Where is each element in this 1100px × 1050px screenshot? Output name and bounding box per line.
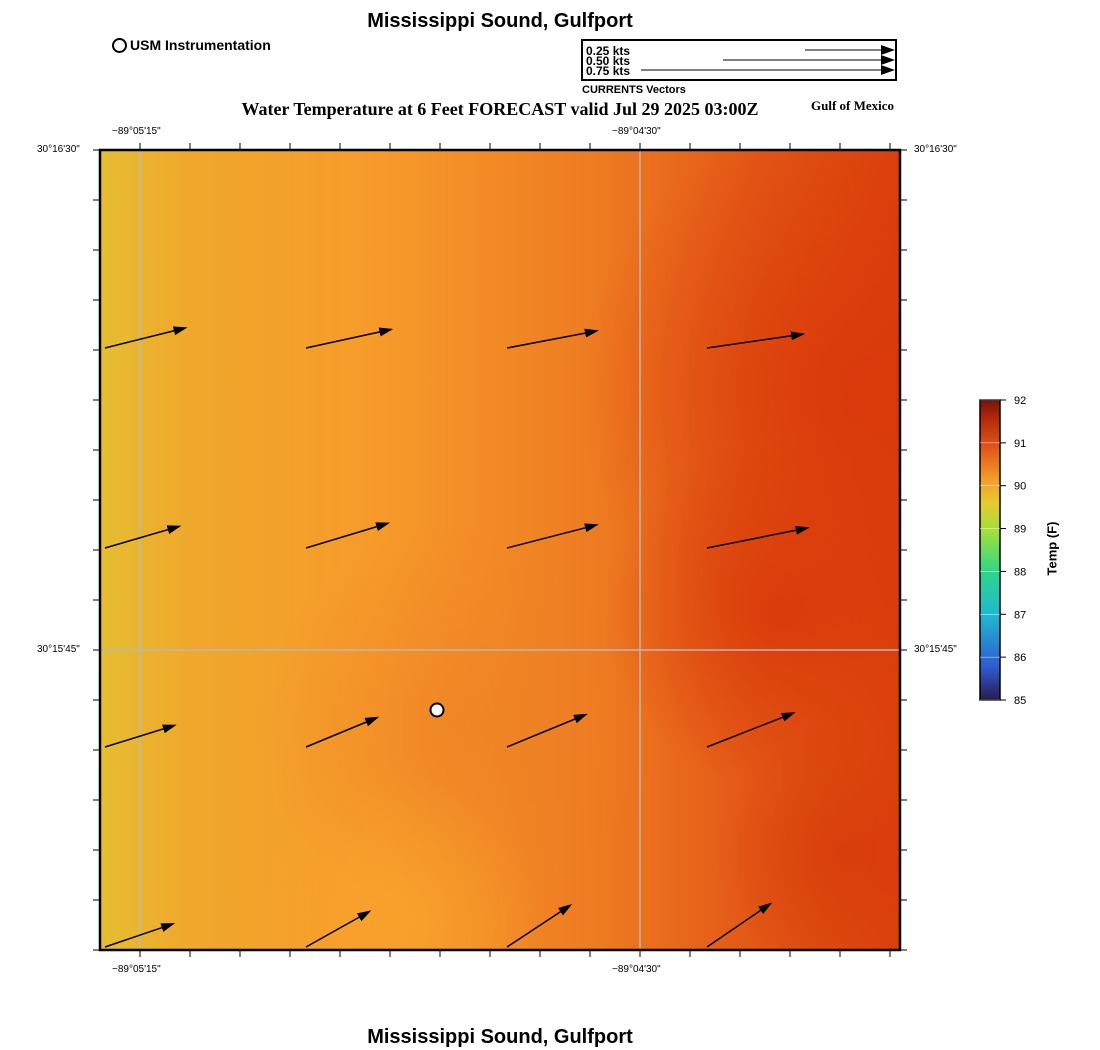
- colorbar-tick-label: 88: [1014, 566, 1026, 578]
- current-vector-arrow: [506, 523, 599, 549]
- colorbar-tick-label: 87: [1014, 609, 1026, 621]
- colorbar-gradient: [979, 399, 1001, 701]
- vector-caption: CURRENTS Vectors: [582, 84, 686, 96]
- vector-scale-label-050: 0.50 kts: [586, 54, 631, 68]
- lon-label-top-2: −89°04'30": [612, 126, 661, 137]
- current-vector-arrow: [305, 910, 372, 948]
- colorbar-tick-label: 89: [1014, 524, 1026, 536]
- current-vector-scale-box: 0.25 kts 0.50 kts 0.75 kts: [581, 39, 897, 81]
- current-vector-arrow: [305, 327, 394, 349]
- colorbar-ticks: 85 86 87 88 89 90 91 92: [980, 395, 1026, 707]
- map-title-bottom: Mississippi Sound, Gulfport: [367, 1026, 633, 1048]
- forecast-title: Water Temperature at 6 Feet FORECAST val…: [241, 99, 759, 119]
- colorbar-tick-label: 85: [1014, 695, 1026, 707]
- current-vector-arrow: [706, 902, 773, 948]
- usm-station-marker-icon: [112, 37, 127, 53]
- current-vector-arrow: [706, 331, 806, 349]
- vector-scale-label-075: 0.75 kts: [586, 64, 631, 78]
- current-vector-arrow: [104, 525, 182, 549]
- map-frame: [98, 148, 902, 952]
- lon-label-bottom-1: −89°05'15": [112, 964, 161, 975]
- usm-station-marker[interactable]: [429, 702, 445, 718]
- lat-label-right-2: 30°15'45": [914, 644, 957, 655]
- temperature-colorbar: 85 86 87 88 89 90 91 92: [979, 395, 1026, 707]
- colorbar-tick-label: 91: [1014, 438, 1026, 450]
- current-vector-arrow: [706, 712, 796, 748]
- lat-label-left-1: 30°16'30": [37, 144, 80, 155]
- lat-label-left-2: 30°15'45": [37, 644, 80, 655]
- temperature-map: [93, 143, 907, 957]
- current-vector-arrow: [305, 716, 380, 748]
- map-title-top: Mississippi Sound, Gulfport: [367, 10, 633, 32]
- lon-label-bottom-2: −89°04'30": [612, 964, 661, 975]
- current-vectors: [104, 326, 810, 948]
- current-vector-arrow: [305, 522, 391, 549]
- current-vector-arrow: [104, 724, 177, 748]
- usm-legend-label: USM Instrumentation: [130, 37, 271, 53]
- vector-scale-arrows: [641, 45, 895, 75]
- vector-scale-label-025: 0.25 kts: [586, 44, 631, 58]
- current-vector-arrow: [506, 328, 599, 349]
- colorbar-tick-label: 86: [1014, 652, 1026, 664]
- region-label: Gulf of Mexico: [811, 98, 895, 113]
- lon-label-top-1: −89°05'15": [112, 126, 161, 137]
- temperature-field-cool-edge: [100, 150, 900, 950]
- usm-legend: USM Instrumentation: [112, 37, 271, 53]
- current-vector-arrow: [506, 903, 573, 948]
- current-vector-arrow: [104, 923, 176, 948]
- colorbar-tick-label: 92: [1014, 395, 1026, 407]
- current-vector-arrow: [104, 326, 188, 349]
- colorbar-tick-label: 90: [1014, 481, 1026, 493]
- lat-label-right-1: 30°16'30": [914, 144, 957, 155]
- colorbar-title: Temp (F): [1044, 521, 1060, 576]
- current-vector-arrow: [506, 713, 588, 748]
- current-vector-arrow: [706, 525, 810, 549]
